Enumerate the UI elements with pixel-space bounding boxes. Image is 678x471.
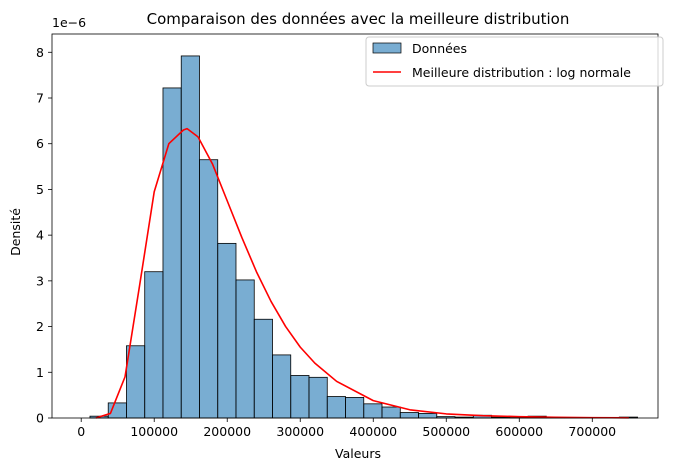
y-tick-label: 6	[36, 136, 44, 151]
y-tick-label: 3	[36, 273, 44, 288]
legend-label-donnees: Données	[412, 41, 467, 56]
y-tick-label: 1	[36, 365, 44, 380]
lognormal-fit-line	[95, 127, 629, 419]
x-tick-label: 600000	[495, 424, 543, 439]
x-tick-label: 200000	[203, 424, 251, 439]
x-tick-label: 700000	[568, 424, 616, 439]
y-tick-label: 0	[36, 411, 44, 426]
histogram-bar	[381, 406, 401, 419]
legend: Données Meilleure distribution : log nor…	[365, 36, 664, 87]
plot-frame	[51, 33, 659, 419]
x-tick-label: 0	[77, 424, 85, 439]
histogram-bar	[126, 345, 146, 419]
x-tick-label: 500000	[422, 424, 470, 439]
histogram-bar	[418, 413, 438, 419]
y-axis-title: Densité	[8, 208, 23, 256]
x-axis-title: Valeurs	[335, 446, 381, 461]
histogram-bar	[217, 242, 237, 419]
histogram-bar	[290, 375, 310, 419]
histogram-bar	[399, 412, 419, 419]
x-axis: 0 100000 200000 300000 400000 500000 600000 700…	[77, 418, 616, 439]
y-tick-label: 5	[36, 182, 44, 197]
legend-box	[365, 36, 664, 87]
histogram-bar	[199, 159, 219, 419]
histogram-bars	[89, 55, 638, 419]
histogram-bar	[272, 354, 292, 419]
x-tick-label: 300000	[276, 424, 324, 439]
histogram-bar	[345, 397, 365, 419]
histogram-bar	[162, 87, 182, 419]
y-tick-label: 7	[36, 91, 44, 106]
histogram-bar	[253, 318, 273, 419]
x-tick-label: 100000	[130, 424, 178, 439]
fit-curve-layer	[95, 127, 629, 419]
histogram-bar	[235, 279, 255, 419]
histogram-bar	[180, 55, 200, 419]
y-tick-label: 4	[36, 228, 44, 243]
y-tick-label: 2	[36, 319, 44, 334]
y-tick-label: 8	[36, 45, 44, 60]
y-scale-label: 1e−6	[52, 15, 86, 30]
histogram-bar	[326, 396, 346, 419]
legend-label-lognormal: Meilleure distribution : log normale	[412, 65, 631, 80]
histogram-bar	[308, 376, 328, 419]
y-axis: 0 1 2 3 4 5 6 7 8	[36, 45, 52, 426]
chart-title: Comparaison des données avec la meilleur…	[147, 10, 570, 28]
x-tick-label: 400000	[349, 424, 397, 439]
histogram-bar	[363, 403, 383, 419]
histogram-bar	[144, 271, 164, 419]
legend-patch-donnees	[372, 42, 402, 54]
